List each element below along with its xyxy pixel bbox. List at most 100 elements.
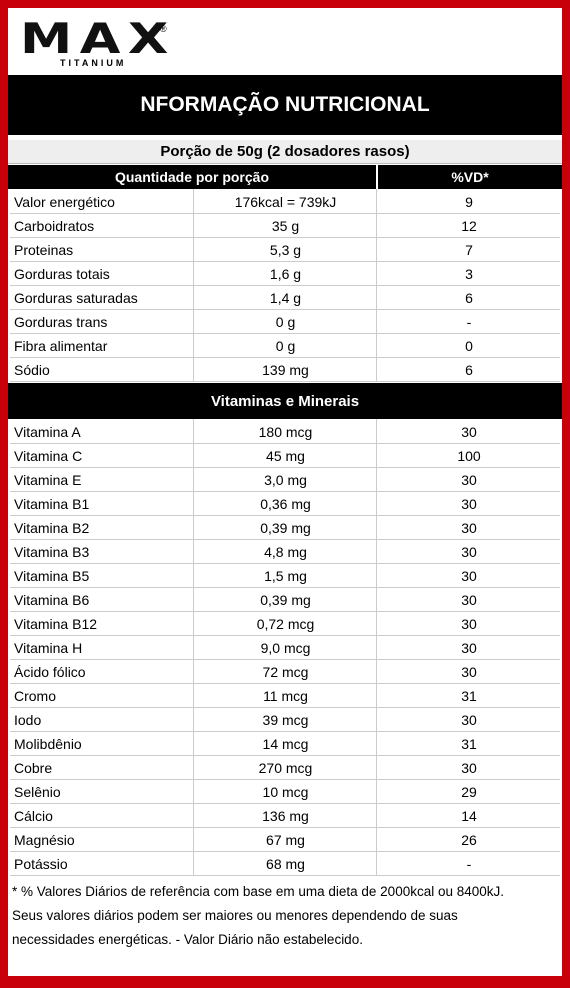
table-row: Cálcio 136 mg 14 [10, 803, 560, 828]
daily-value: 30 [376, 635, 561, 659]
table-row: Magnésio 67 mg 26 [10, 827, 560, 852]
table-row: Ácido fólico 72 mcg 30 [10, 659, 560, 684]
amount: 0,36 mg [193, 491, 377, 515]
amount: 0 g [193, 309, 377, 333]
logo-text: MAX [20, 14, 176, 63]
nutrient-name: Proteinas [14, 242, 74, 258]
table-row: Vitamina E 3,0 mg 30 [10, 467, 560, 492]
nutrient-name: Molibdênio [14, 736, 82, 752]
daily-value: 7 [376, 237, 561, 261]
amount: 270 mcg [193, 755, 377, 779]
daily-value: - [376, 309, 561, 333]
nutrient-name: Potássio [14, 856, 68, 872]
daily-value: 3 [376, 261, 561, 285]
amount: 5,3 g [193, 237, 377, 261]
amount: 68 mg [193, 851, 377, 875]
daily-value: 30 [376, 563, 561, 587]
table-row: Vitamina H 9,0 mcg 30 [10, 635, 560, 660]
amount: 4,8 mg [193, 539, 377, 563]
header-vd: %VD* [378, 165, 562, 189]
daily-value: 30 [376, 467, 561, 491]
label-panel: MAX ® TITANIUM NFORMAÇÃO NUTRICIONAL Por… [8, 8, 562, 976]
table-row: Molibdênio 14 mcg 31 [10, 731, 560, 756]
amount: 0,39 mg [193, 515, 377, 539]
daily-value: 26 [376, 827, 561, 851]
nutrient-name: Gorduras trans [14, 314, 108, 330]
nutrient-name: Iodo [14, 712, 42, 728]
portion: Porção de 50g (2 dosadores rasos) [8, 140, 562, 164]
amount: 72 mcg [193, 659, 377, 683]
nutrient-name: Vitamina B3 [14, 544, 90, 560]
table-row: Selênio 10 mcg 29 [10, 779, 560, 804]
table-row: Vitamina A 180 mcg 30 [10, 419, 560, 444]
title: NFORMAÇÃO NUTRICIONAL [8, 75, 562, 135]
logo-subtitle: TITANIUM [60, 58, 127, 68]
table-row: Iodo 39 mcg 30 [10, 707, 560, 732]
daily-value: - [376, 851, 561, 875]
header-quantity: Quantidade por porção [8, 165, 376, 189]
nutrient-name: Cálcio [14, 808, 53, 824]
daily-value: 30 [376, 611, 561, 635]
nutrient-name: Vitamina B5 [14, 568, 90, 584]
table-row: Vitamina B6 0,39 mg 30 [10, 587, 560, 612]
amount: 35 g [193, 213, 377, 237]
daily-value: 30 [376, 491, 561, 515]
nutrient-name: Vitamina A [14, 424, 81, 440]
table-row: Sódio 139 mg 6 [10, 357, 560, 382]
amount: 10 mcg [193, 779, 377, 803]
table-row: Vitamina B3 4,8 mg 30 [10, 539, 560, 564]
amount: 136 mg [193, 803, 377, 827]
amount: 180 mcg [193, 419, 377, 443]
table-row: Cobre 270 mcg 30 [10, 755, 560, 780]
nutrient-name: Cromo [14, 688, 57, 704]
amount: 0,72 mcg [193, 611, 377, 635]
nutrient-name: Vitamina B2 [14, 520, 90, 536]
table-row: Gorduras trans 0 g- [10, 309, 560, 334]
daily-value: 30 [376, 587, 561, 611]
nutrient-name: Gorduras saturadas [14, 290, 138, 306]
daily-value: 29 [376, 779, 561, 803]
daily-value: 14 [376, 803, 561, 827]
amount: 14 mcg [193, 731, 377, 755]
footnote-line: Seus valores diários podem ser maiores o… [12, 908, 458, 923]
nutrient-name: Gorduras totais [14, 266, 110, 282]
nutrient-name: Vitamina B6 [14, 592, 90, 608]
nutrient-name: Magnésio [14, 832, 75, 848]
daily-value: 30 [376, 419, 561, 443]
table-row: Vitamina B12 0,72 mcg 30 [10, 611, 560, 636]
nutrient-name: Ácido fólico [14, 664, 86, 680]
daily-value: 30 [376, 659, 561, 683]
amount: 9,0 mcg [193, 635, 377, 659]
amount: 67 mg [193, 827, 377, 851]
daily-value: 30 [376, 707, 561, 731]
daily-value: 30 [376, 755, 561, 779]
amount: 1,5 mg [193, 563, 377, 587]
amount: 0,39 mg [193, 587, 377, 611]
footnote-line: necessidades energéticas. - Valor Diário… [12, 932, 363, 947]
daily-value: 31 [376, 731, 561, 755]
daily-value: 30 [376, 539, 561, 563]
table-row: Vitamina B5 1,5 mg 30 [10, 563, 560, 588]
daily-value: 6 [376, 285, 561, 309]
table-row: Vitamina B2 0,39 mg 30 [10, 515, 560, 540]
nutrient-name: Vitamina C [14, 448, 83, 464]
daily-value: 12 [376, 213, 561, 237]
amount: 0 g [193, 333, 377, 357]
daily-value: 0 [376, 333, 561, 357]
daily-value: 30 [376, 515, 561, 539]
nutrient-name: Vitamina H [14, 640, 83, 656]
daily-value: 100 [376, 443, 561, 467]
daily-value: 6 [376, 357, 561, 381]
nutrient-name: Vitamina B1 [14, 496, 90, 512]
amount: 3,0 mg [193, 467, 377, 491]
nutrient-name: Vitamina E [14, 472, 82, 488]
section-title: Vitaminas e Minerais [8, 383, 562, 419]
nutrient-name: Vitamina B12 [14, 616, 98, 632]
amount: 11 mcg [193, 683, 377, 707]
table-row: Valor energético 176kcal = 739kJ 9 [10, 189, 560, 214]
table-row: Cromo 11 mcg 31 [10, 683, 560, 708]
